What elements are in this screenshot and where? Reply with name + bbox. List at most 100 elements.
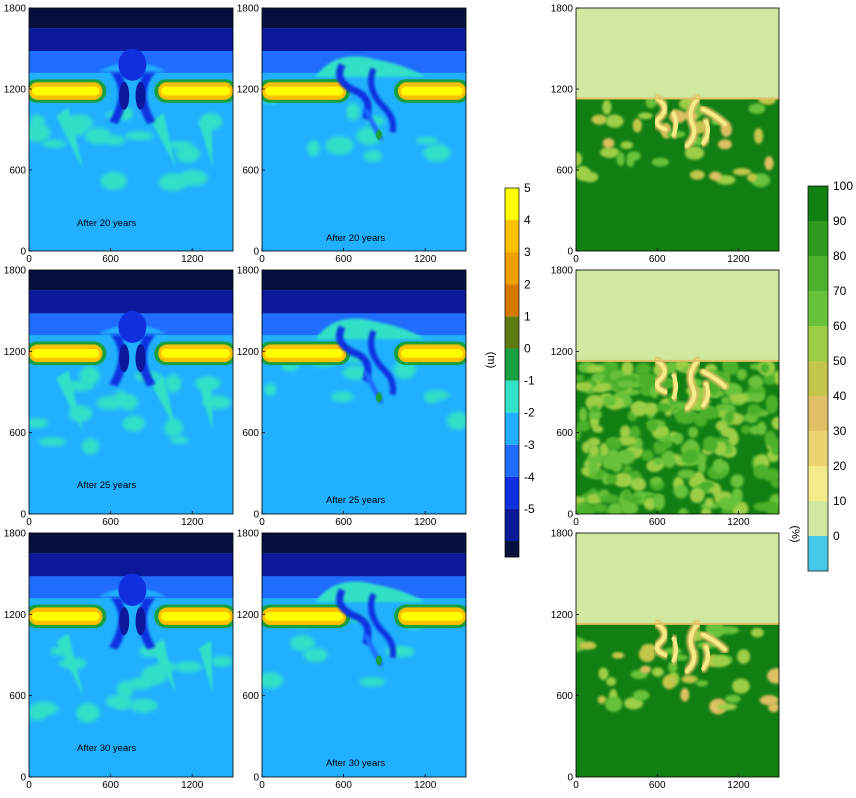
light-spike	[199, 377, 213, 430]
speckle	[770, 479, 779, 488]
green-spot	[375, 655, 382, 666]
x-tick-label: 1200	[181, 254, 204, 265]
speckle	[737, 649, 751, 664]
light-blob	[167, 140, 193, 150]
light-blob	[29, 701, 59, 716]
speckle	[662, 674, 676, 690]
light-blob	[164, 418, 183, 438]
y-tick-label: 1800	[4, 4, 27, 15]
speckle	[656, 445, 668, 454]
light-blob	[164, 374, 182, 393]
speckle	[617, 380, 636, 388]
x-tick-label: 1200	[181, 517, 204, 528]
y-tick-label: 600	[556, 691, 573, 702]
x-core	[119, 344, 130, 373]
x-tick-label: 600	[649, 517, 666, 528]
speckle	[629, 425, 641, 439]
green-spot	[375, 129, 382, 140]
y-tick-label: 600	[242, 691, 259, 702]
light-spike	[151, 638, 176, 693]
colorbar-swatch	[505, 412, 519, 445]
y-tick-label: 0	[20, 510, 26, 521]
plot-frame	[28, 532, 234, 778]
colorbar-tick-label: -4	[524, 470, 535, 484]
speckle	[678, 508, 689, 514]
speckle	[611, 651, 625, 659]
channel	[368, 592, 397, 659]
speckle	[622, 464, 632, 474]
band-core	[401, 348, 463, 358]
speckle	[599, 147, 620, 158]
panel-2-2	[576, 533, 779, 777]
light-blob	[114, 390, 128, 405]
speckle	[732, 678, 750, 694]
light-blob	[307, 140, 321, 157]
speckle	[576, 426, 581, 442]
channel	[368, 67, 397, 133]
colorbar-tick-label: 5	[524, 181, 531, 195]
light-blob	[84, 127, 112, 145]
band	[262, 8, 466, 29]
colorbar-tick-label: 4	[524, 213, 531, 227]
colorbar-tick-label: 80	[833, 249, 847, 263]
speckle	[589, 444, 599, 457]
light-blob	[100, 171, 128, 191]
speckle	[622, 488, 632, 502]
y-tick-label: 600	[242, 166, 259, 177]
colorbar-swatch	[808, 466, 828, 501]
y-tick-label: 0	[567, 773, 573, 784]
x-tick-label: 1200	[727, 517, 750, 528]
colorbar-swatch	[505, 348, 519, 381]
colorbar-swatch	[505, 508, 519, 542]
x-tick-label: 1200	[727, 780, 750, 791]
speckle	[731, 487, 743, 504]
speckle	[605, 696, 623, 712]
x-tick-label: 0	[26, 254, 32, 265]
band	[29, 290, 233, 314]
speckle	[619, 425, 631, 439]
y-tick-label: 1200	[551, 610, 574, 621]
speckle	[702, 436, 718, 453]
speckle	[724, 410, 734, 424]
speckle	[771, 416, 779, 430]
band	[262, 553, 466, 577]
speckle	[600, 494, 620, 504]
speckle	[585, 394, 604, 411]
channel-core	[684, 621, 700, 674]
speckle	[711, 483, 722, 497]
speckle	[627, 151, 641, 161]
y-tick-label: 600	[9, 166, 26, 177]
speckle	[747, 404, 762, 416]
y-tick-label: 1800	[551, 266, 574, 277]
speckle	[689, 170, 705, 180]
speckle	[762, 468, 779, 482]
y-tick-label: 1200	[237, 85, 260, 96]
speckle	[689, 487, 705, 504]
speckle	[741, 425, 751, 435]
dome-core	[118, 310, 147, 343]
speckle	[588, 409, 602, 420]
speckle	[592, 503, 608, 513]
x-tick-label: 1200	[727, 254, 750, 265]
panel-0-1	[262, 8, 466, 251]
light-blob	[38, 437, 67, 447]
x-core	[135, 344, 146, 373]
speckle	[656, 403, 673, 412]
speckle	[576, 374, 585, 382]
light-blob	[116, 681, 134, 699]
speckle	[608, 502, 624, 514]
light-blob	[129, 698, 159, 713]
light-spike	[56, 370, 84, 433]
colorbar-tick-label: 3	[524, 245, 531, 259]
dome-core	[118, 48, 147, 81]
x-tick-label: 600	[102, 780, 119, 791]
light-blob	[76, 703, 100, 723]
colorbar-tick-label: 70	[833, 284, 847, 298]
colorbar-frame	[807, 185, 829, 572]
speckle	[668, 661, 678, 673]
band	[262, 290, 466, 314]
y-tick-label: 1800	[237, 4, 260, 15]
x-tick-label: 0	[573, 517, 579, 528]
colorbar-tick-label: 0	[524, 341, 531, 355]
channel-core	[671, 111, 679, 137]
